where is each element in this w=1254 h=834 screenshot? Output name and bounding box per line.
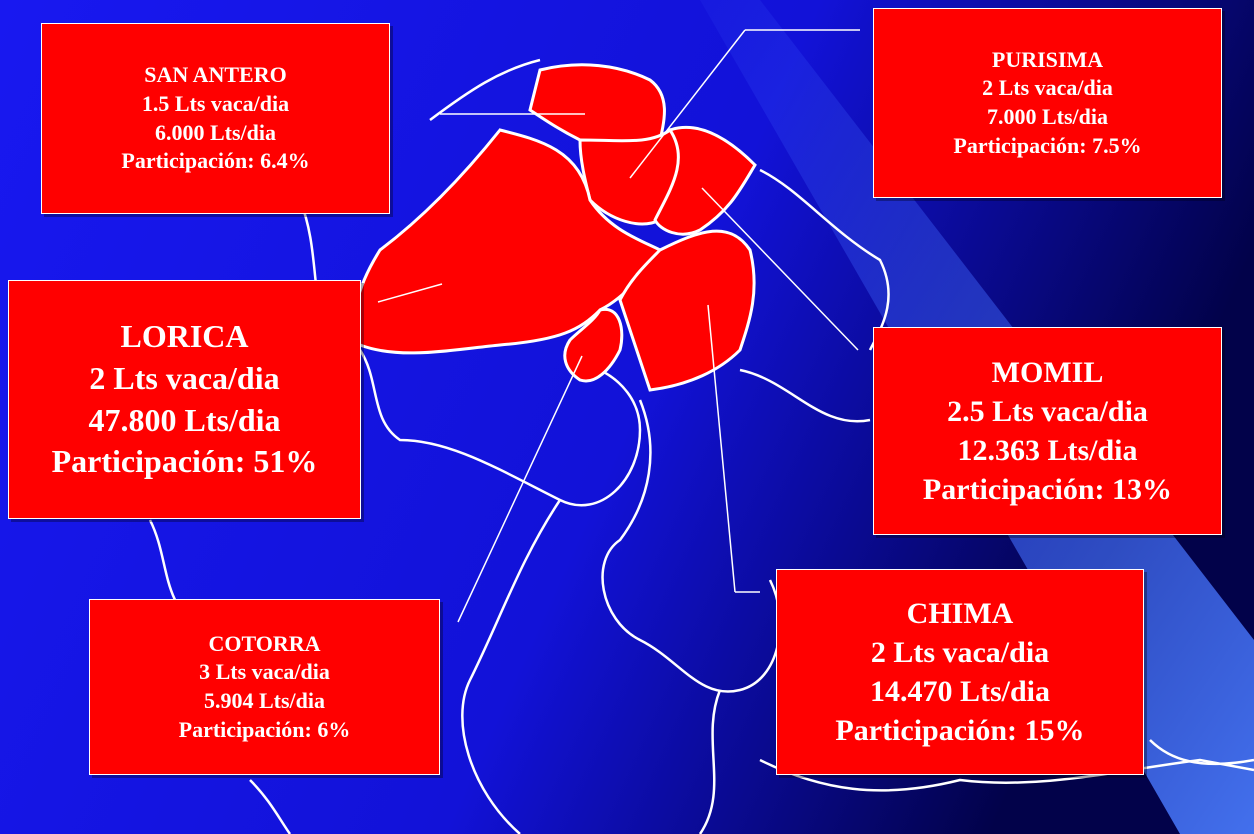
- municipality-name: MOMIL: [991, 356, 1104, 389]
- label-box: PURISIMA 2 Lts vaca/dia 7.000 Lts/dia Parti…: [873, 8, 1222, 198]
- stat-line: 2 Lts vaca/dia: [982, 75, 1113, 101]
- stat-line: 47.800 Lts/dia: [88, 401, 281, 438]
- stat-line: 5.904 Lts/dia: [203, 688, 326, 713]
- municipality-name: LORICA: [120, 318, 249, 355]
- label-box: LORICA 2 Lts vaca/dia 47.800 Lts/dia Partic…: [8, 280, 361, 519]
- label-box: SAN ANTERO 1.5 Lts vaca/dia 6.000 Lts/dia P…: [41, 23, 390, 214]
- label-box: MOMIL 2.5 Lts vaca/dia 12.363 Lts/dia Parti…: [873, 327, 1222, 535]
- stat-line: 7.000 Lts/dia: [986, 104, 1109, 129]
- stat-line: 14.470 Lts/dia: [869, 675, 1051, 708]
- municipality-name: PURISIMA: [991, 46, 1104, 72]
- stat-line: 2 Lts vaca/dia: [89, 359, 280, 396]
- stat-line: 3 Lts vaca/dia: [199, 659, 330, 685]
- municipality-name: COTORRA: [208, 630, 321, 656]
- municipality-name: CHIMA: [906, 597, 1014, 630]
- leader-lines: [377, 29, 860, 623]
- label-box: CHIMA 2 Lts vaca/dia 14.470 Lts/dia Partici…: [776, 569, 1144, 775]
- stat-line: Participación: 7.5%: [953, 132, 1142, 158]
- stat-line: 12.363 Lts/dia: [957, 434, 1138, 467]
- stat-line: 2.5 Lts vaca/dia: [947, 395, 1148, 428]
- stat-line: Participación: 6.4%: [121, 148, 310, 174]
- label-box: COTORRA 3 Lts vaca/dia 5.904 Lts/dia Partic…: [89, 599, 440, 775]
- stat-line: 1.5 Lts vaca/dia: [141, 90, 290, 116]
- municipality-name: SAN ANTERO: [144, 62, 287, 88]
- stat-line: Participación: 15%: [835, 714, 1085, 747]
- stat-line: Participación: 13%: [922, 473, 1173, 506]
- stat-line: 2 Lts vaca/dia: [870, 636, 1050, 669]
- stat-line: Participación: 6%: [178, 716, 351, 742]
- stat-line: Participación: 51%: [51, 443, 318, 480]
- stat-line: 6.000 Lts/dia: [154, 119, 277, 145]
